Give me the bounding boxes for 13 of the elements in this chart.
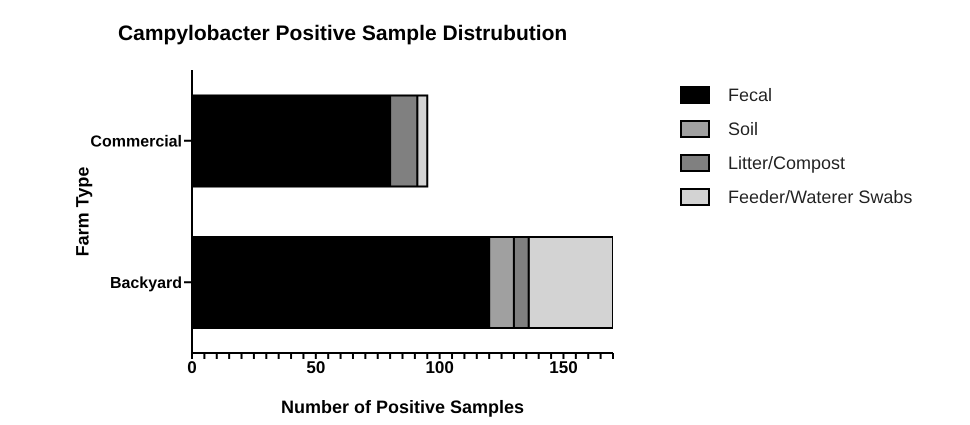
x-tick-label: 100 <box>425 358 454 378</box>
legend-label: Soil <box>728 118 758 141</box>
legend-label: Litter/Compost <box>728 152 846 175</box>
chart-title: Campylobacter Positive Sample Distrubution <box>118 22 568 46</box>
x-tick-label: 150 <box>549 358 578 378</box>
x-tick-label: 50 <box>306 358 326 378</box>
y-tick-label: Commercial <box>90 133 182 150</box>
x-tick-label: 0 <box>187 358 197 378</box>
y-tick-label: Backyard <box>110 274 182 292</box>
y-axis-title: Farm Type <box>72 166 92 256</box>
x-axis-title: Number of Positive Samples <box>280 397 524 417</box>
legend-label: Feeder/Waterer Swabs <box>728 186 912 209</box>
legend-label: Fecal <box>728 84 772 107</box>
